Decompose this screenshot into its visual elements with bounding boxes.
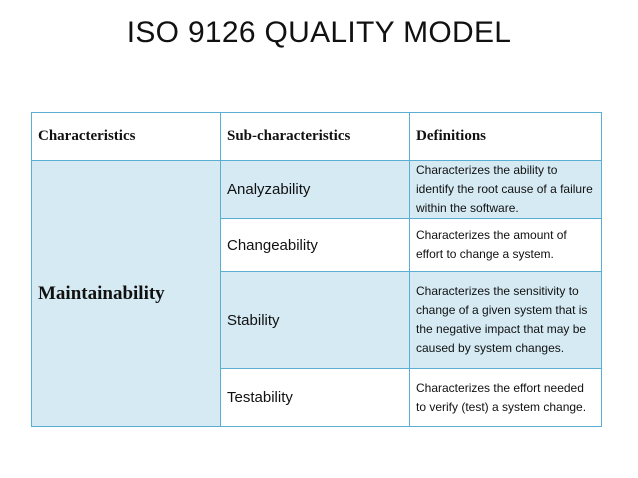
- definition-cell: Characterizes the sensitivity to change …: [409, 271, 602, 369]
- sub-characteristic-cell: Analyzability: [220, 160, 410, 219]
- header-definitions: Definitions: [409, 112, 602, 161]
- definition-cell: Characterizes the effort needed to verif…: [409, 368, 602, 427]
- slide-title: ISO 9126 QUALITY MODEL: [126, 16, 512, 49]
- sub-characteristic-cell: Changeability: [220, 218, 410, 272]
- sub-characteristic-cell: Stability: [220, 271, 410, 369]
- table-row: Stability Characterizes the sensitivity …: [32, 271, 602, 369]
- header-characteristics: Characteristics: [31, 112, 221, 161]
- characteristic-cell: Maintainability: [31, 160, 221, 427]
- header-sub-characteristics: Sub-characteristics: [220, 112, 410, 161]
- header-row: Characteristics Sub-characteristics Defi…: [31, 112, 602, 161]
- definition-cell: Characterizes the amount of effort to ch…: [409, 218, 602, 272]
- table-row: Maintainability Analyzability Characteri…: [31, 160, 602, 427]
- quality-model-table: Characteristics Sub-characteristics Defi…: [31, 112, 602, 427]
- definition-cell: Characterizes the ability to identify th…: [409, 160, 602, 219]
- sub-characteristic-cell: Testability: [220, 368, 410, 427]
- table-row: Testability Characterizes the effort nee…: [32, 368, 602, 427]
- table-row: Changeability Characterizes the amount o…: [32, 218, 602, 272]
